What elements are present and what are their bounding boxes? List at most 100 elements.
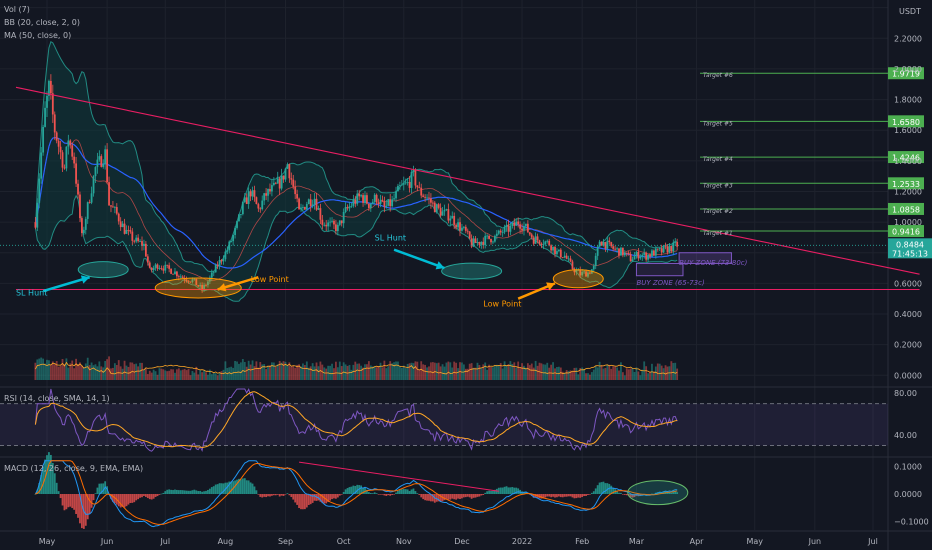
volume-bar (102, 367, 105, 380)
bb-fill (35, 41, 678, 302)
volume-bar (513, 362, 516, 380)
volume-bar (336, 367, 339, 380)
volume-bar (197, 374, 200, 380)
volume-bar (532, 367, 535, 380)
volume-bar (113, 363, 116, 380)
price-tick-label: 2.0000 (894, 65, 922, 74)
volume-bar (594, 365, 597, 380)
volume-bar (181, 369, 184, 380)
volume-bar (313, 366, 316, 380)
buy-zone-upper[interactable] (678, 252, 732, 264)
target-price-badge (888, 177, 924, 190)
candle-body (461, 227, 463, 231)
macd-histogram-bar (602, 481, 605, 494)
volume-bar (621, 372, 624, 380)
macd-histogram-bar (503, 486, 506, 494)
buy-zone-lower[interactable] (635, 262, 684, 277)
rsi-pane[interactable] (0, 388, 888, 453)
volume-bar (333, 368, 335, 380)
volume-bar (141, 362, 143, 380)
volume-bar (441, 364, 444, 380)
macd-histogram-bar (177, 490, 180, 494)
macd-histogram-bar (548, 494, 551, 497)
sl-hunt-arrow (42, 276, 91, 293)
candle-body (302, 207, 304, 208)
macd-histogram-bar (443, 494, 446, 501)
volume-bar (662, 368, 665, 380)
candle-body (373, 194, 376, 202)
macd-histogram-bar (575, 494, 578, 499)
low-point-arrow-head (217, 283, 227, 292)
price-tick-label: 0.0000 (894, 371, 922, 380)
macd-trendline[interactable] (298, 461, 499, 492)
volume-bar (92, 365, 95, 380)
macd-histogram-bar (112, 494, 114, 502)
candle-body (216, 264, 219, 267)
volume-bar (342, 362, 345, 380)
volume-bar (511, 363, 514, 380)
candle-body (245, 197, 248, 204)
candle-body (402, 183, 405, 185)
target-label: Target #4 (703, 156, 733, 163)
volume-bar (499, 363, 502, 380)
volume-bar (379, 362, 382, 380)
time-tick-label: Jun (100, 537, 114, 546)
candle-body (131, 231, 134, 241)
volume-bar (51, 361, 54, 380)
volume-bar (439, 366, 442, 380)
macd-histogram-bar (668, 492, 671, 494)
price-pane[interactable]: Target #6 Target #5 Target #4 Target #3 Targ… (15, 40, 920, 302)
candle-body (676, 242, 679, 247)
macd-histogram-bar (414, 491, 417, 494)
candle-body (447, 209, 450, 221)
indicator-macd[interactable]: MACD (12, 26, close, 9, EMA, EMA) (4, 464, 144, 473)
macd-histogram-bar (439, 494, 442, 503)
macd-histogram-bar (255, 490, 258, 494)
macd-histogram-bar (189, 490, 192, 494)
countdown-label: 71:45:13 (892, 249, 928, 258)
candle-body (239, 214, 242, 215)
time-tick-label: May (746, 537, 763, 546)
macd-histogram-bar (371, 493, 374, 494)
macd-pane[interactable] (34, 452, 689, 529)
candle-body (346, 207, 349, 209)
volume-bar (106, 359, 109, 380)
candle-body (144, 243, 147, 257)
volume-bar (53, 364, 56, 380)
macd-histogram-bar (55, 482, 58, 494)
volume-bar (251, 360, 254, 380)
macd-histogram-bar (230, 481, 233, 494)
volume-bar (356, 363, 359, 380)
macd-histogram-bar (139, 494, 141, 498)
descending-trendline[interactable] (15, 86, 920, 275)
indicator-ma[interactable]: MA (50, close, 0) (4, 31, 72, 40)
macd-histogram-bar (110, 494, 112, 499)
macd-histogram-bar (367, 492, 370, 494)
candle-body (280, 175, 283, 189)
volume-bar (631, 368, 634, 380)
indicator-vol[interactable]: Vol (7) (4, 5, 30, 14)
volume-bar (183, 368, 186, 380)
candle-body (430, 198, 432, 203)
volume-bar (486, 369, 489, 380)
macd-histogram-bar (488, 490, 490, 494)
macd-histogram-bar (257, 494, 260, 495)
volume-bar (255, 361, 258, 380)
macd-histogram-bar (422, 494, 425, 500)
volume-bar (575, 367, 578, 380)
candle-body (49, 80, 52, 94)
indicator-rsi[interactable]: RSI (14, close, SMA, 14, 1) (4, 394, 110, 403)
macd-histogram-bar (505, 486, 508, 494)
candle-body (119, 221, 122, 228)
candle-body (455, 224, 458, 228)
candle-body (556, 251, 558, 255)
volume-bar (590, 372, 593, 380)
target-price-label: 1.0858 (892, 205, 920, 214)
volume-bar (674, 362, 677, 380)
macd-histogram-bar (187, 490, 190, 494)
indicator-bb[interactable]: BB (20, close, 2, 0) (4, 18, 80, 27)
macd-histogram-bar (160, 493, 163, 495)
macd-histogram-bar (205, 490, 207, 494)
volume-bar (48, 360, 50, 380)
